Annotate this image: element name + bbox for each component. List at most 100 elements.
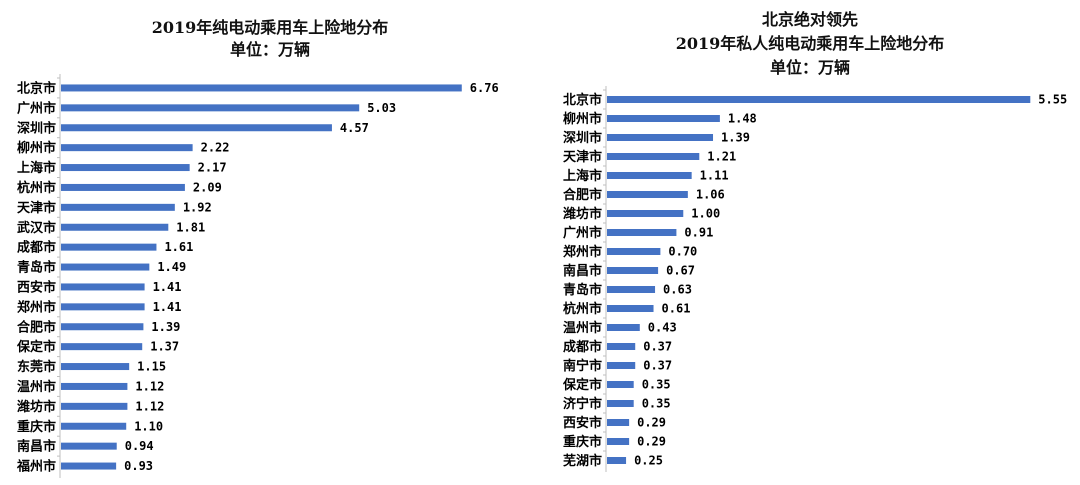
data-label: 0.37 xyxy=(643,340,672,354)
data-label: 1.81 xyxy=(176,220,205,234)
bar xyxy=(607,457,627,464)
category-label: 保定市 xyxy=(562,377,602,393)
category-label: 广州市 xyxy=(17,100,56,116)
category-label: 天津市 xyxy=(17,200,56,216)
data-label: 0.35 xyxy=(642,378,671,392)
bar xyxy=(61,323,144,331)
data-label: 1.37 xyxy=(150,340,179,354)
data-label: 1.12 xyxy=(135,379,164,393)
data-label: 0.35 xyxy=(642,397,671,411)
bar xyxy=(607,210,684,217)
data-label: 0.70 xyxy=(668,245,697,259)
bar xyxy=(607,419,630,426)
data-label: 0.29 xyxy=(637,416,666,430)
category-label: 合肥市 xyxy=(563,187,602,203)
data-label: 5.55 xyxy=(1038,93,1067,107)
bar xyxy=(61,442,117,450)
data-label: 1.06 xyxy=(696,188,725,202)
data-label: 1.12 xyxy=(135,399,164,413)
bar xyxy=(61,84,462,92)
bar xyxy=(607,153,700,160)
category-label: 重庆市 xyxy=(563,434,602,450)
bar xyxy=(607,324,640,331)
data-label: 1.15 xyxy=(137,360,166,374)
bar xyxy=(607,134,714,141)
bar xyxy=(61,243,157,251)
data-label: 1.61 xyxy=(164,240,193,254)
category-label: 北京市 xyxy=(17,80,56,96)
category-label: 东莞市 xyxy=(17,359,56,375)
category-label: 天津市 xyxy=(563,149,602,165)
bar xyxy=(61,363,130,371)
category-label: 重庆市 xyxy=(17,419,56,435)
bar xyxy=(61,303,145,311)
chart-left: 2019年纯电动乘用车上险地分布 单位：万辆 北京市 6.76 广州市 5.03 深圳市… xyxy=(16,18,499,478)
data-label: 5.03 xyxy=(367,101,396,115)
bar xyxy=(61,164,190,172)
bar xyxy=(607,400,634,407)
data-label: 1.41 xyxy=(153,300,182,314)
bar xyxy=(607,115,720,122)
data-label: 0.93 xyxy=(124,459,153,473)
data-label: 0.67 xyxy=(666,264,695,278)
bar xyxy=(607,248,661,255)
bar xyxy=(61,422,127,430)
bar xyxy=(607,438,630,445)
bar xyxy=(61,283,145,291)
category-label: 杭州市 xyxy=(563,301,602,317)
bar xyxy=(61,104,360,112)
data-label: 2.17 xyxy=(198,161,227,175)
category-label: 芜湖市 xyxy=(563,453,602,469)
category-label: 青岛市 xyxy=(17,260,56,276)
bar xyxy=(61,223,169,231)
category-label: 济宁市 xyxy=(563,396,602,412)
chart-left-plot: 北京市 6.76 广州市 5.03 深圳市 4.57 柳州市 2.22 上海市 2.17 杭州市 2.… xyxy=(16,74,499,478)
data-label: 1.21 xyxy=(707,150,736,164)
bar xyxy=(61,402,128,410)
data-label: 0.43 xyxy=(648,321,677,335)
data-label: 1.11 xyxy=(700,169,729,183)
bar xyxy=(607,305,654,312)
category-label: 深圳市 xyxy=(17,120,56,136)
category-label: 北京市 xyxy=(563,92,602,108)
category-label: 武汉市 xyxy=(17,220,56,236)
data-label: 1.49 xyxy=(157,260,186,274)
chart-right-title: 北京绝对领先 xyxy=(761,10,858,29)
bar xyxy=(61,203,175,211)
category-label: 柳州市 xyxy=(563,111,602,127)
category-label: 郑州市 xyxy=(563,244,602,260)
category-label: 西安市 xyxy=(17,279,56,295)
category-label: 南昌市 xyxy=(17,439,56,455)
bar xyxy=(607,362,636,369)
bar xyxy=(61,183,185,191)
category-label: 温州市 xyxy=(563,320,602,336)
category-label: 上海市 xyxy=(563,168,602,184)
data-label: 1.41 xyxy=(153,280,182,294)
bar xyxy=(607,172,692,179)
data-label: 1.48 xyxy=(728,112,757,126)
bar xyxy=(61,343,143,351)
chart-left-subtitle: 单位：万辆 xyxy=(229,40,310,59)
category-label: 潍坊市 xyxy=(563,206,602,222)
data-label: 0.61 xyxy=(662,302,691,316)
data-label: 0.63 xyxy=(663,283,692,297)
data-label: 0.29 xyxy=(637,435,666,449)
category-label: 成都市 xyxy=(563,339,602,355)
bar xyxy=(607,381,634,388)
category-label: 深圳市 xyxy=(563,130,602,146)
bar xyxy=(61,124,332,132)
data-label: 1.39 xyxy=(151,320,180,334)
category-label: 西安市 xyxy=(563,415,602,431)
category-label: 南昌市 xyxy=(563,263,602,279)
bar xyxy=(607,343,636,350)
data-label: 1.39 xyxy=(721,131,750,145)
chart-right-subtitle: 2019年私人纯电动乘用车上险地分布 xyxy=(675,34,945,53)
category-label: 合肥市 xyxy=(17,319,56,335)
chart-left-title: 2019年纯电动乘用车上险地分布 xyxy=(151,18,389,37)
category-label: 南宁市 xyxy=(563,358,602,374)
bar xyxy=(607,286,656,293)
data-label: 6.76 xyxy=(470,81,499,95)
category-label: 广州市 xyxy=(563,225,602,241)
data-label: 1.10 xyxy=(134,419,163,433)
data-label: 0.37 xyxy=(643,359,672,373)
